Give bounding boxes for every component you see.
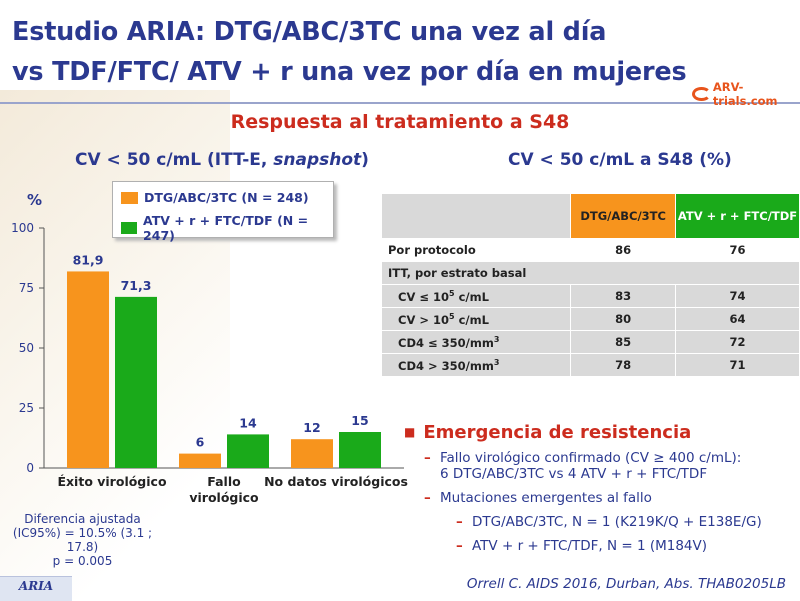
left-heading-end: ) xyxy=(361,150,369,170)
legend-item-dtg: DTG/ABC/3TC (N = 248) xyxy=(121,190,309,205)
table-cell-atv: 76 xyxy=(675,238,800,262)
bar-value-label: 6 xyxy=(196,435,205,450)
title-line-2: vs TDF/FTC/ ATV + r una vez por día en m… xyxy=(12,57,687,87)
table-row-label: CD4 > 350/mm3 xyxy=(380,353,572,377)
legend-swatch-dtg xyxy=(121,191,138,204)
left-column-heading: CV < 50 c/mL (ITT-E, snapshot) xyxy=(75,150,369,170)
y-tick-label: 100 xyxy=(11,221,34,235)
table-row: CV > 105 c/mL 80 64 xyxy=(380,307,800,331)
chart-legend: DTG/ABC/3TC (N = 248) ATV + r + FTC/TDF … xyxy=(112,181,334,243)
dash-icon: – xyxy=(456,514,463,530)
bullet-1-line-2: 6 DTG/ABC/3TC vs 4 ATV + r + FTC/TDF xyxy=(440,466,708,482)
bar xyxy=(339,432,381,468)
table-cell-atv: 71 xyxy=(675,353,800,377)
table-row: ITT, por estrato basal xyxy=(381,261,800,285)
bullet-virologic-failure: – Fallo virológico confirmado (CV ≥ 400 … xyxy=(424,450,742,482)
bullet-2-text: Mutaciones emergentes al fallo xyxy=(440,490,652,506)
table-cell-dtg: 86 xyxy=(570,238,677,262)
bar-chart: % 0 25 50 75 100 81,9 71,3 Éxito virológico 6 14 F… xyxy=(11,191,408,505)
bar xyxy=(179,453,221,468)
results-table: DTG/ABC/3TC ATV + r + FTC/TDF Por protoc… xyxy=(380,193,800,377)
x-tick-label: Éxito virológico xyxy=(57,474,167,489)
right-column-heading: CV < 50 c/mL a S48 (%) xyxy=(508,150,732,170)
table-cell-atv: 72 xyxy=(675,330,800,354)
table-row-label: ITT, por estrato basal xyxy=(381,261,800,285)
logo-icon xyxy=(692,87,711,101)
y-tick-label: 75 xyxy=(19,281,34,295)
table-row-label: CV > 105 c/mL xyxy=(380,307,572,331)
dash-icon: – xyxy=(424,490,431,506)
resistance-heading-text: Emergencia de resistencia xyxy=(423,422,692,443)
bullet-square-icon: ■ xyxy=(404,425,416,439)
table-cell-dtg: 78 xyxy=(570,353,677,377)
bar-value-label: 15 xyxy=(351,413,368,428)
bar xyxy=(227,434,269,468)
bullet-3-text: DTG/ABC/3TC, N = 1 (K219K/Q + E138E/G) xyxy=(472,514,762,530)
left-heading-text: CV < 50 c/mL (ITT-E, xyxy=(75,150,274,170)
table-header-empty xyxy=(380,193,572,239)
y-tick-label: 25 xyxy=(19,401,34,415)
stats-line-2: (IC95%) = 10.5% (3.1 ; 17.8) xyxy=(12,526,153,554)
arv-trials-logo: ARV-trials.com xyxy=(692,80,800,108)
bullet-1-line-1: Fallo virológico confirmado (CV ≥ 400 c/… xyxy=(440,450,742,466)
x-tick-label: No datos virológicos xyxy=(264,474,408,489)
bar xyxy=(115,296,157,468)
citation: Orrell C. AIDS 2016, Durban, Abs. THAB02… xyxy=(466,576,786,592)
bar-value-label: 12 xyxy=(303,420,320,435)
footer-tab xyxy=(0,576,72,601)
table-cell-dtg: 83 xyxy=(570,284,677,308)
table-row-label: Por protocolo xyxy=(380,238,572,262)
resistance-heading: ■ Emergencia de resistencia xyxy=(404,422,691,443)
y-tick-label: 0 xyxy=(26,461,34,475)
bar-value-label: 14 xyxy=(239,415,257,430)
table-header-row: DTG/ABC/3TC ATV + r + FTC/TDF xyxy=(380,193,800,239)
table-row: CV ≤ 105 c/mL 83 74 xyxy=(380,284,800,308)
stats-line-3: p = 0.005 xyxy=(52,554,113,568)
table-row: CD4 > 350/mm3 78 71 xyxy=(380,353,800,377)
table-cell-atv: 64 xyxy=(675,307,800,331)
bullet-4-text: ATV + r + FTC/TDF, N = 1 (M184V) xyxy=(472,538,708,554)
legend-label-atv: ATV + r + FTC/TDF (N = 247) xyxy=(143,213,309,243)
x-tick-label: virológico xyxy=(189,490,259,505)
bar xyxy=(291,439,333,468)
x-tick-label: Fallo xyxy=(207,474,241,489)
bar-value-label: 71,3 xyxy=(121,278,152,293)
table-row: Por protocolo 86 76 xyxy=(380,238,800,262)
y-tick-label: 50 xyxy=(19,341,34,355)
legend-swatch-atv xyxy=(121,222,138,234)
slide-title: Estudio ARIA: DTG/ABC/3TC una vez al día… xyxy=(12,12,687,92)
table-row-label: CV ≤ 105 c/mL xyxy=(380,284,572,308)
legend-label-dtg: DTG/ABC/3TC (N = 248) xyxy=(144,190,309,205)
stats-line-1: Diferencia ajustada xyxy=(24,512,141,526)
dash-icon: – xyxy=(424,450,431,466)
left-heading-italic: snapshot xyxy=(273,150,362,170)
y-axis-label: % xyxy=(27,191,42,209)
bar-value-label: 81,9 xyxy=(73,252,104,267)
logo-text: ARV-trials.com xyxy=(712,80,778,108)
study-label: ARIA xyxy=(18,579,54,593)
bullet-atv-mutation: – ATV + r + FTC/TDF, N = 1 (M184V) xyxy=(456,538,708,554)
dash-icon: – xyxy=(456,538,463,554)
table-cell-dtg: 85 xyxy=(570,330,677,354)
table-row: CD4 ≤ 350/mm3 85 72 xyxy=(380,330,800,354)
bullet-emergent-mutations: – Mutaciones emergentes al fallo xyxy=(424,490,652,506)
adjusted-difference-note: Diferencia ajustada (IC95%) = 10.5% (3.1… xyxy=(10,512,155,568)
bar xyxy=(67,271,109,468)
slide-subtitle: Respuesta al tratamiento a S48 xyxy=(230,111,570,133)
table-header-atv: ATV + r + FTC/TDF xyxy=(675,193,800,239)
table-cell-atv: 74 xyxy=(675,284,800,308)
table-row-label: CD4 ≤ 350/mm3 xyxy=(380,330,572,354)
bullet-dtg-mutation: – DTG/ABC/3TC, N = 1 (K219K/Q + E138E/G) xyxy=(456,514,762,530)
table-header-dtg: DTG/ABC/3TC xyxy=(570,193,677,239)
title-divider xyxy=(0,102,800,104)
table-cell-dtg: 80 xyxy=(570,307,677,331)
title-line-1: Estudio ARIA: DTG/ABC/3TC una vez al día xyxy=(12,17,607,47)
legend-item-atv: ATV + r + FTC/TDF (N = 247) xyxy=(121,213,333,243)
